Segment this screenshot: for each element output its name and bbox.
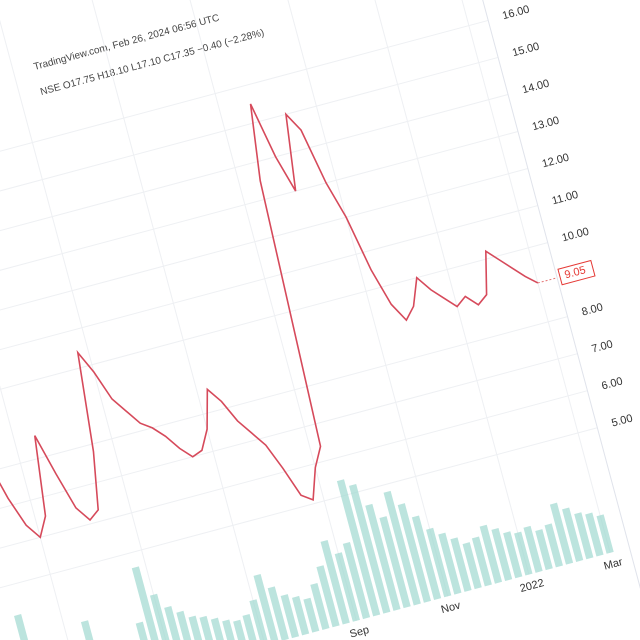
volume-bar xyxy=(199,615,218,640)
volume-bar xyxy=(438,532,462,595)
volume-bar xyxy=(535,529,553,571)
last-price-box xyxy=(557,259,596,286)
volume-bar xyxy=(131,566,168,640)
last-price-label: 9.05 xyxy=(563,264,587,281)
volume-bar xyxy=(585,512,604,557)
grid-line xyxy=(0,56,499,276)
y-tick-label: 5.00 xyxy=(610,412,634,429)
grid-line xyxy=(0,19,489,239)
volume-bar xyxy=(280,594,300,639)
y-tick-label: 13.00 xyxy=(531,115,561,134)
volume-bar xyxy=(411,515,442,601)
grid-line xyxy=(0,131,519,350)
volume-bar xyxy=(336,479,381,617)
y-tick-label: 7.00 xyxy=(590,338,614,355)
grid-line xyxy=(0,168,529,387)
volume-bar xyxy=(562,507,584,562)
x-tick-label: Nov xyxy=(440,599,462,616)
y-tick-label: 11.00 xyxy=(551,189,580,208)
y-tick-label: 12.00 xyxy=(541,152,571,171)
grid-line xyxy=(0,427,598,640)
grid-line xyxy=(397,0,611,553)
volume-bar xyxy=(176,610,198,640)
x-tick-label: Sep xyxy=(348,624,370,640)
grid-line xyxy=(0,93,509,313)
volume-bar xyxy=(426,527,452,598)
price-line xyxy=(0,103,539,554)
volume-bar xyxy=(383,490,421,606)
volume-bar xyxy=(14,614,46,640)
volume-bar xyxy=(596,514,614,554)
x-tick-label: Mar xyxy=(603,556,625,573)
volume-bar xyxy=(267,586,289,640)
volume-bar xyxy=(342,542,371,620)
volume-bar xyxy=(334,552,360,622)
volume-bar xyxy=(514,531,533,576)
grid-line xyxy=(0,390,588,609)
volume-bar xyxy=(242,614,259,640)
volume-bar xyxy=(544,523,563,568)
volume-bar xyxy=(450,537,472,592)
volume-bar xyxy=(491,527,513,581)
volume-bar xyxy=(479,524,503,584)
grid-line xyxy=(0,316,568,535)
grid-line xyxy=(0,353,578,572)
volume-bar xyxy=(233,619,249,640)
y-tick-label: 14.00 xyxy=(521,78,551,97)
volume-bar xyxy=(249,599,269,640)
volume-bar xyxy=(310,582,330,630)
volume-bar xyxy=(80,620,107,640)
volume-bar xyxy=(503,531,523,579)
volume-bar xyxy=(349,484,391,614)
grid-line xyxy=(316,0,530,575)
volume-bar xyxy=(135,621,157,640)
y-tick-label: 10.00 xyxy=(561,226,591,245)
grid-line xyxy=(52,0,266,640)
volume-bar xyxy=(574,512,594,560)
volume-bar xyxy=(222,619,239,640)
y-tick-label: 15.00 xyxy=(511,41,541,60)
grid-line xyxy=(0,242,548,461)
volume-bar xyxy=(253,574,279,640)
volume-bar xyxy=(365,503,401,611)
grid-line xyxy=(0,0,175,640)
volume-bar xyxy=(303,597,320,633)
volume-bar xyxy=(320,539,350,625)
volume-bar xyxy=(164,606,188,640)
last-price-line xyxy=(537,277,558,284)
volume-bar xyxy=(549,502,574,565)
y-tick-label: 8.00 xyxy=(580,301,604,318)
volume-bar xyxy=(188,615,208,640)
volume-bar xyxy=(471,536,492,587)
volume-bar xyxy=(523,525,543,573)
volume-bar xyxy=(292,595,310,636)
volume-bar xyxy=(462,542,482,590)
grid-line xyxy=(235,0,449,597)
volume-bar xyxy=(379,516,411,609)
grid-line xyxy=(0,205,538,424)
price-axis xyxy=(416,0,640,640)
y-tick-label: 16.00 xyxy=(501,4,531,23)
volume-bar xyxy=(397,503,431,603)
volume-bar xyxy=(316,565,340,628)
x-tick-label: 2022 xyxy=(519,577,546,595)
volume-bar xyxy=(149,593,178,640)
grid-line xyxy=(0,0,83,640)
grid-line xyxy=(143,0,357,621)
volume-bar xyxy=(210,617,228,640)
y-tick-label: 6.00 xyxy=(600,375,624,392)
